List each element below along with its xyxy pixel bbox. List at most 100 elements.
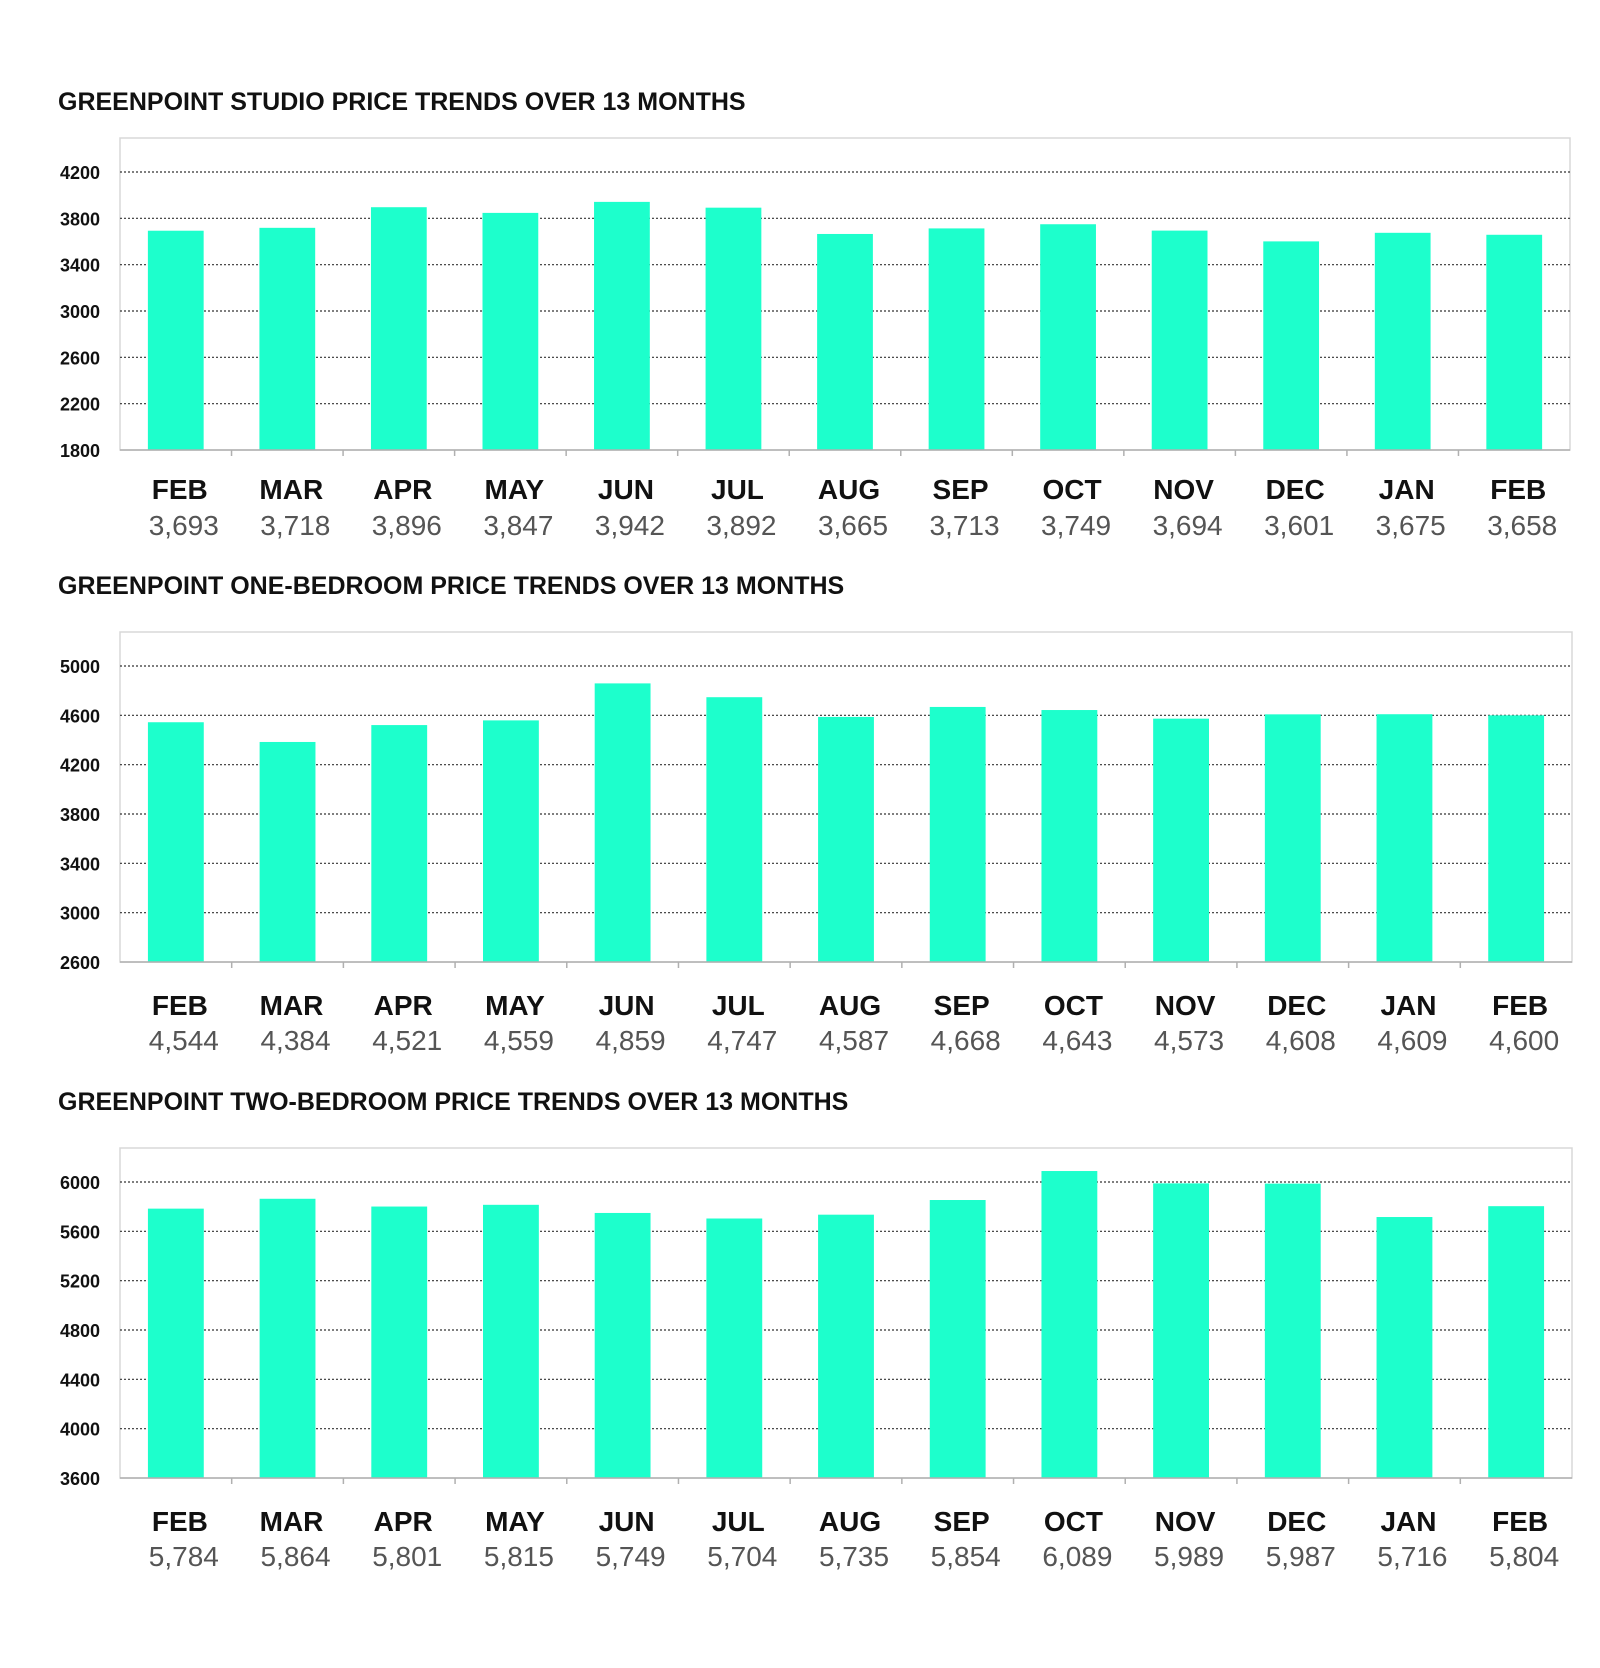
one-bedroom-y-tick-label: 4600	[60, 706, 100, 726]
two-bedroom-bar	[929, 1200, 986, 1478]
two-bedroom-chart-title: GREENPOINT TWO-BEDROOM PRICE TRENDS OVER…	[58, 1088, 848, 1116]
studio-month-label: NOV	[1153, 474, 1214, 505]
one-bedroom-month-label: JUN	[599, 990, 655, 1021]
one-bedroom-month-label: JAN	[1380, 990, 1436, 1021]
two-bedroom-bar	[147, 1208, 204, 1478]
one-bedroom-value-label: 4,747	[707, 1025, 777, 1056]
two-bedroom-value-label: 5,716	[1377, 1541, 1447, 1572]
studio-value-label: 3,896	[372, 510, 442, 541]
two-bedroom-month-label: OCT	[1044, 1506, 1103, 1537]
two-bedroom-month-label: SEP	[934, 1506, 990, 1537]
studio-y-tick-label: 3800	[60, 209, 100, 229]
studio-month-label: JUN	[598, 474, 654, 505]
studio-bar	[147, 230, 204, 450]
studio-y-tick-label: 1800	[60, 441, 100, 461]
two-bedroom-value-label: 5,864	[260, 1541, 330, 1572]
two-bedroom-y-tick-label: 4400	[60, 1370, 100, 1390]
one-bedroom-value-label: 4,668	[931, 1025, 1001, 1056]
one-bedroom-month-label: MAY	[485, 990, 545, 1021]
two-bedroom-bar	[371, 1206, 428, 1478]
two-bedroom-value-label: 6,089	[1042, 1541, 1112, 1572]
one-bedroom-bar	[371, 725, 428, 962]
studio-month-label: OCT	[1043, 474, 1102, 505]
two-bedroom-month-label: APR	[374, 1506, 433, 1537]
two-bedroom-value-label: 5,749	[596, 1541, 666, 1572]
two-bedroom-value-label: 5,815	[484, 1541, 554, 1572]
studio-value-label: 3,713	[929, 510, 999, 541]
two-bedroom-month-label: FEB	[1492, 1506, 1548, 1537]
studio-bar	[705, 207, 762, 450]
one-bedroom-value-label: 4,544	[149, 1025, 219, 1056]
one-bedroom-chart: GREENPOINT ONE-BEDROOM PRICE TRENDS OVER…	[58, 572, 1573, 1056]
one-bedroom-month-label: OCT	[1044, 990, 1103, 1021]
studio-y-tick-label: 4200	[60, 163, 100, 183]
two-bedroom-bar	[706, 1218, 763, 1478]
studio-month-label: SEP	[933, 474, 989, 505]
one-bedroom-y-tick-label: 2600	[60, 953, 100, 973]
studio-month-label: JAN	[1379, 474, 1435, 505]
studio-value-label: 3,675	[1376, 510, 1446, 541]
studio-month-label: FEB	[1490, 474, 1546, 505]
one-bedroom-bar	[259, 741, 316, 962]
one-bedroom-value-label: 4,559	[484, 1025, 554, 1056]
studio-bar	[1374, 232, 1431, 450]
one-bedroom-y-tick-label: 3400	[60, 854, 100, 874]
two-bedroom-bar	[483, 1204, 539, 1478]
one-bedroom-bar	[1041, 710, 1098, 962]
two-bedroom-month-label: MAY	[485, 1506, 545, 1537]
studio-month-label: DEC	[1266, 474, 1325, 505]
studio-month-label: JUL	[711, 474, 764, 505]
two-bedroom-bar	[1376, 1217, 1433, 1478]
two-bedroom-y-tick-label: 4800	[60, 1321, 100, 1341]
studio-month-label: MAR	[259, 474, 323, 505]
one-bedroom-bar	[1376, 714, 1433, 962]
studio-y-tick-label: 2600	[60, 348, 100, 368]
two-bedroom-value-label: 5,801	[372, 1541, 442, 1572]
studio-bar	[259, 227, 316, 450]
one-bedroom-y-tick-label: 5000	[60, 657, 100, 677]
one-bedroom-month-label: SEP	[934, 990, 990, 1021]
one-bedroom-bar	[818, 716, 874, 962]
two-bedroom-y-tick-label: 3600	[60, 1469, 100, 1489]
two-bedroom-month-label: MAR	[260, 1506, 324, 1537]
two-bedroom-chart: GREENPOINT TWO-BEDROOM PRICE TRENDS OVER…	[58, 1088, 1573, 1572]
one-bedroom-month-label: JUL	[712, 990, 765, 1021]
studio-bar	[928, 228, 985, 450]
studio-bar	[1151, 230, 1208, 450]
one-bedroom-bar	[147, 722, 204, 962]
one-bedroom-value-label: 4,643	[1042, 1025, 1112, 1056]
two-bedroom-value-label: 5,784	[149, 1541, 219, 1572]
studio-value-label: 3,693	[149, 510, 219, 541]
studio-y-tick-label: 3400	[60, 256, 100, 276]
two-bedroom-value-label: 5,987	[1266, 1541, 1336, 1572]
two-bedroom-bar	[1041, 1171, 1098, 1478]
studio-bar	[594, 201, 650, 450]
one-bedroom-month-label: NOV	[1155, 990, 1216, 1021]
two-bedroom-value-label: 5,735	[819, 1541, 889, 1572]
studio-y-tick-label: 3000	[60, 302, 100, 322]
one-bedroom-value-label: 4,587	[819, 1025, 889, 1056]
one-bedroom-value-label: 4,859	[596, 1025, 666, 1056]
two-bedroom-month-label: FEB	[152, 1506, 208, 1537]
studio-value-label: 3,892	[706, 510, 776, 541]
two-bedroom-month-label: JUL	[712, 1506, 765, 1537]
two-bedroom-bar	[1264, 1183, 1321, 1478]
studio-value-label: 3,942	[595, 510, 665, 541]
one-bedroom-y-tick-label: 3000	[60, 904, 100, 924]
two-bedroom-y-tick-label: 5600	[60, 1222, 100, 1242]
studio-bar	[817, 233, 873, 450]
one-bedroom-value-label: 4,384	[260, 1025, 330, 1056]
studio-bar	[482, 212, 539, 450]
two-bedroom-value-label: 5,989	[1154, 1541, 1224, 1572]
two-bedroom-y-tick-label: 5200	[60, 1272, 100, 1292]
studio-value-label: 3,718	[260, 510, 330, 541]
one-bedroom-value-label: 4,609	[1377, 1025, 1447, 1056]
studio-y-tick-label: 2200	[60, 395, 100, 415]
two-bedroom-month-label: NOV	[1155, 1506, 1216, 1537]
one-bedroom-month-label: APR	[374, 990, 433, 1021]
one-bedroom-month-label: FEB	[152, 990, 208, 1021]
one-bedroom-month-label: AUG	[819, 990, 881, 1021]
two-bedroom-month-label: AUG	[819, 1506, 881, 1537]
one-bedroom-month-label: FEB	[1492, 990, 1548, 1021]
two-bedroom-bar	[259, 1198, 316, 1478]
